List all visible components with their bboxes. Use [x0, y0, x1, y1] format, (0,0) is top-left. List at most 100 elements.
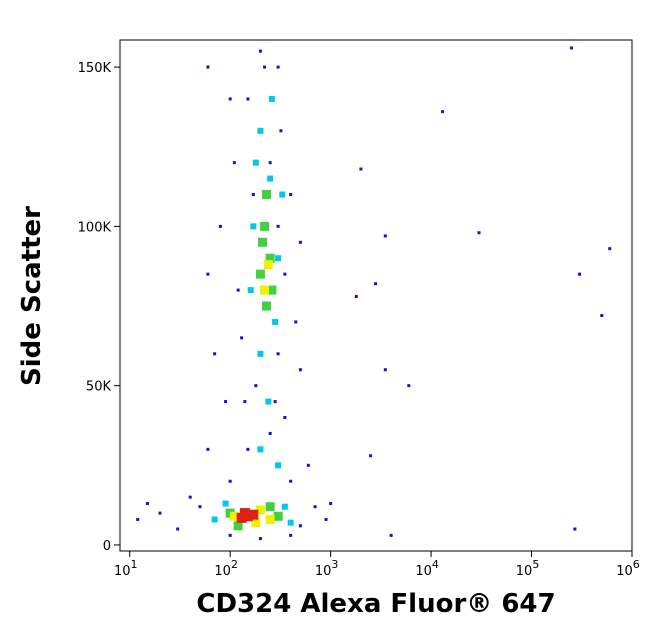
point: [258, 537, 262, 541]
point: [211, 516, 218, 523]
point: [272, 318, 279, 325]
point: [298, 368, 302, 372]
point: [374, 282, 378, 286]
point: [240, 336, 244, 340]
x-axis-title: CD324 Alexa Fluor® 647: [196, 589, 555, 619]
point: [383, 234, 387, 238]
point: [275, 255, 282, 262]
point: [407, 384, 411, 388]
x-tick-base: 10: [315, 564, 332, 579]
point: [260, 221, 270, 231]
point: [313, 505, 317, 509]
point: [354, 294, 358, 298]
point: [255, 269, 265, 279]
point: [224, 400, 228, 404]
point: [213, 352, 217, 356]
point: [262, 190, 272, 200]
point: [251, 518, 261, 528]
point: [298, 240, 302, 244]
point: [279, 129, 283, 133]
point: [289, 479, 293, 483]
point: [477, 231, 481, 235]
x-tick-label: 104: [415, 558, 439, 579]
x-tick-exponent: 4: [432, 558, 439, 571]
point: [573, 527, 577, 531]
point: [229, 511, 239, 521]
point: [441, 110, 445, 114]
x-tick-label: 103: [315, 558, 339, 579]
point: [608, 247, 612, 251]
point: [267, 285, 277, 295]
point: [289, 193, 293, 197]
point: [251, 193, 255, 197]
point: [268, 95, 275, 102]
point: [239, 508, 250, 519]
x-tick-base: 10: [616, 564, 633, 579]
point: [228, 479, 232, 483]
point: [145, 502, 149, 506]
point: [383, 368, 387, 372]
point: [298, 524, 302, 528]
point: [600, 314, 604, 318]
point: [265, 514, 275, 524]
y-tick-label: 150K: [78, 61, 112, 76]
point: [228, 533, 232, 537]
y-axis-title: Side Scatter: [17, 206, 47, 386]
point: [260, 285, 270, 295]
point: [577, 272, 581, 276]
point: [257, 446, 264, 453]
point: [258, 49, 262, 53]
x-tick-label: 105: [516, 558, 540, 579]
point: [176, 527, 180, 531]
point: [265, 253, 275, 263]
point: [389, 533, 393, 537]
point: [252, 159, 259, 166]
x-tick-label: 101: [114, 558, 138, 579]
point: [262, 301, 272, 311]
point: [243, 400, 247, 404]
point: [228, 97, 232, 101]
point: [257, 127, 264, 134]
point: [369, 454, 373, 458]
point: [268, 431, 272, 435]
point: [254, 384, 258, 388]
x-tick-exponent: 1: [131, 558, 138, 571]
point: [246, 447, 250, 451]
y-tick-label: 100K: [78, 220, 112, 235]
y-tick-label: 50K: [86, 380, 112, 395]
point: [273, 400, 277, 404]
x-tick-exponent: 3: [331, 558, 338, 571]
point: [275, 462, 282, 469]
x-tick-base: 10: [415, 564, 432, 579]
point: [289, 533, 293, 537]
points: [136, 46, 612, 541]
plot-frame: [119, 39, 633, 552]
point: [265, 398, 272, 405]
point: [287, 519, 294, 526]
point: [258, 237, 268, 247]
point: [250, 223, 257, 230]
point: [324, 517, 328, 521]
x-tick-label: 106: [616, 558, 640, 579]
point: [294, 320, 298, 324]
point: [257, 350, 264, 357]
point: [267, 175, 274, 182]
point: [273, 511, 283, 521]
x-tick-base: 10: [516, 564, 533, 579]
point: [359, 167, 363, 171]
x-tick-exponent: 6: [633, 558, 640, 571]
point: [276, 352, 280, 356]
point: [236, 288, 240, 292]
point: [206, 272, 210, 276]
point: [198, 505, 202, 509]
point: [276, 65, 280, 69]
x-tick-label: 102: [214, 558, 238, 579]
point: [206, 447, 210, 451]
point: [570, 46, 574, 50]
point: [268, 161, 272, 165]
point: [276, 224, 280, 228]
point: [255, 505, 265, 515]
point: [246, 97, 250, 101]
x-tick-exponent: 2: [231, 558, 238, 571]
